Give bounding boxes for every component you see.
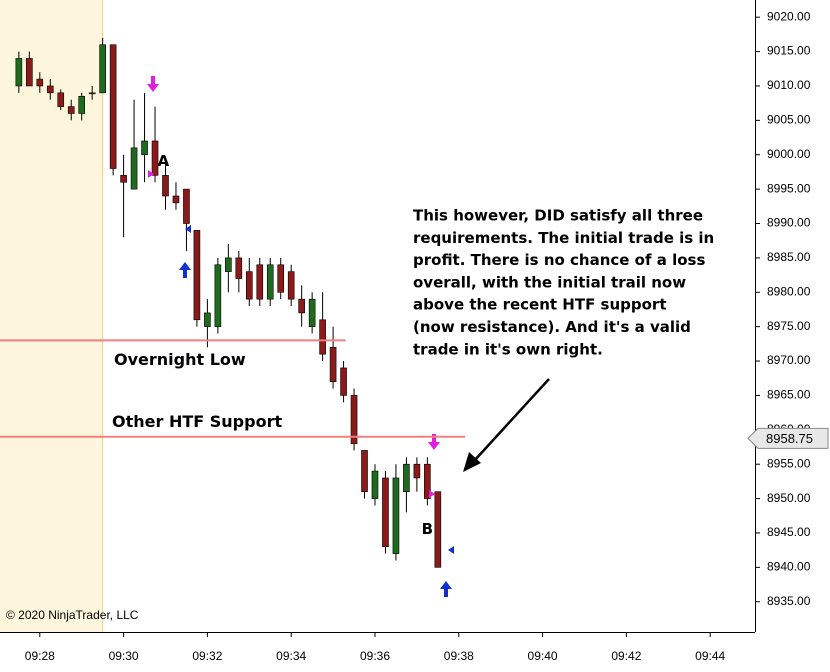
candle-body bbox=[46, 85, 54, 94]
candle-body bbox=[287, 271, 295, 300]
candle-body bbox=[382, 477, 389, 548]
candle-body bbox=[193, 230, 201, 321]
y-tick-label: 8980.00 bbox=[767, 284, 811, 298]
candle-body bbox=[371, 470, 379, 499]
candle-body bbox=[361, 450, 368, 493]
candle-body bbox=[183, 188, 190, 224]
x-tick-label: 09:30 bbox=[109, 649, 139, 663]
candle-body bbox=[151, 140, 159, 176]
buy-arrow bbox=[179, 262, 191, 278]
y-tick-label: 9005.00 bbox=[767, 113, 811, 127]
candle-body bbox=[350, 395, 358, 444]
candle-body bbox=[340, 367, 347, 396]
note-line: requirements. The initial trade is in bbox=[413, 229, 714, 247]
last-price-label: 8958.75 bbox=[766, 431, 813, 446]
candle-body bbox=[67, 106, 75, 114]
y-tick-label: 8955.00 bbox=[767, 456, 811, 470]
candle-body bbox=[277, 264, 285, 293]
x-tick-label: 09:32 bbox=[192, 649, 222, 663]
y-tick-label: 8940.00 bbox=[767, 560, 811, 574]
y-tick-label: 9010.00 bbox=[767, 78, 811, 92]
entry-marker bbox=[429, 490, 435, 498]
note-line: This however, DID satisfy all three bbox=[413, 207, 703, 225]
x-tick-label: 09:40 bbox=[528, 649, 558, 663]
x-tick-label: 09:28 bbox=[25, 649, 55, 663]
level-label: Overnight Low bbox=[114, 350, 246, 369]
plot bbox=[15, 37, 442, 568]
candle-body bbox=[413, 463, 421, 479]
session-shade bbox=[0, 0, 103, 632]
y-tick-label: 8975.00 bbox=[767, 319, 811, 333]
y-tick-label: 8965.00 bbox=[767, 388, 811, 402]
trade-mark: A bbox=[158, 152, 170, 170]
candle-body bbox=[172, 195, 180, 204]
candle-body bbox=[298, 298, 305, 314]
candle-body bbox=[99, 44, 106, 94]
candle-body bbox=[88, 92, 96, 95]
candle-body bbox=[36, 78, 44, 87]
note-line: profit. There is no chance of a loss bbox=[413, 251, 705, 269]
buy-arrow bbox=[440, 581, 452, 597]
candle-body bbox=[78, 95, 86, 114]
candle-body bbox=[329, 346, 337, 382]
signal-arrows bbox=[147, 76, 550, 597]
copyright: © 2020 NinjaTrader, LLC bbox=[6, 608, 139, 622]
y-tick-label: 9020.00 bbox=[767, 9, 811, 23]
candle-body bbox=[245, 271, 253, 300]
x-tick-label: 09:36 bbox=[360, 649, 390, 663]
note-line: (now resistance). And it's a valid bbox=[413, 318, 691, 336]
y-tick-label: 8985.00 bbox=[767, 250, 811, 264]
callout-arrowhead bbox=[463, 452, 481, 472]
y-tick-label: 8990.00 bbox=[767, 216, 811, 230]
sell-arrow bbox=[147, 76, 159, 92]
y-tick-label: 9000.00 bbox=[767, 147, 811, 161]
exit-marker bbox=[448, 546, 454, 554]
candle-body bbox=[392, 477, 400, 554]
note-line: above the recent HTF support bbox=[413, 296, 667, 314]
y-tick-label: 8970.00 bbox=[767, 353, 811, 367]
y-tick-label: 8950.00 bbox=[767, 491, 811, 505]
candle-body bbox=[120, 175, 127, 183]
y-tick-label: 8945.00 bbox=[767, 525, 811, 539]
x-tick-label: 09:38 bbox=[444, 649, 474, 663]
candle-body bbox=[26, 58, 33, 87]
candle-body bbox=[109, 44, 117, 169]
candle-body bbox=[256, 264, 264, 300]
candle-body bbox=[204, 312, 211, 327]
x-tick-label: 09:44 bbox=[695, 649, 725, 663]
callout-arrow bbox=[473, 378, 550, 462]
candle-body bbox=[308, 298, 316, 327]
x-tick-label: 09:34 bbox=[276, 649, 306, 663]
candle-body bbox=[162, 175, 169, 197]
candle-body bbox=[424, 463, 431, 499]
candle-body bbox=[15, 58, 23, 87]
candle-body bbox=[266, 264, 274, 300]
candle-body bbox=[57, 92, 65, 107]
note-line: overall, with the initial trail now bbox=[413, 273, 686, 291]
y-tick-label: 9015.00 bbox=[767, 44, 811, 58]
candle-body bbox=[235, 257, 243, 279]
trade-mark: B bbox=[422, 520, 433, 538]
candle-body bbox=[141, 140, 148, 156]
y-tick-label: 8995.00 bbox=[767, 181, 811, 195]
candle-body bbox=[214, 264, 222, 327]
candle-body bbox=[403, 463, 410, 493]
sell-arrow bbox=[428, 434, 440, 450]
y-tick-label: 8935.00 bbox=[767, 594, 811, 608]
candle-body bbox=[225, 257, 232, 272]
x-tick-label: 09:42 bbox=[611, 649, 641, 663]
candle-body bbox=[130, 147, 138, 190]
candle-body bbox=[319, 319, 326, 355]
candle-body bbox=[434, 491, 442, 568]
exit-marker bbox=[185, 225, 191, 233]
last-price-tag bbox=[747, 427, 829, 449]
note-line: trade in it's own right. bbox=[413, 340, 603, 358]
entry-marker bbox=[148, 170, 154, 178]
level-label: Other HTF Support bbox=[112, 412, 282, 431]
